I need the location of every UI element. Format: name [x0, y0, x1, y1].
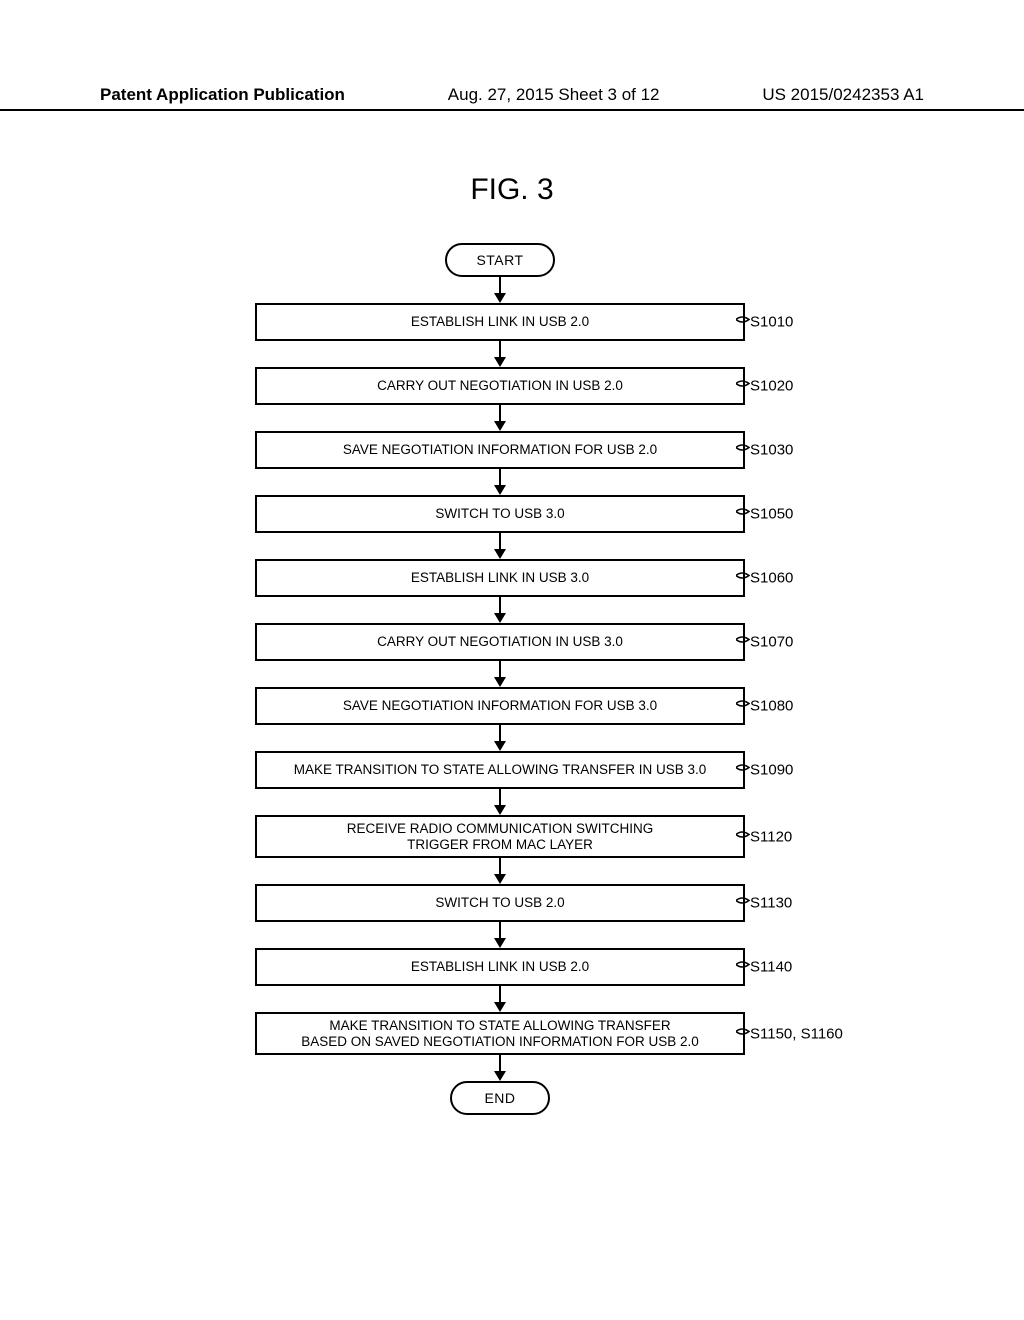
lead-line-icon	[736, 501, 750, 528]
terminal-start: START	[445, 243, 555, 277]
step-box: CARRY OUT NEGOTIATION IN USB 3.0	[255, 623, 745, 661]
arrow	[200, 341, 800, 367]
arrow	[200, 277, 800, 303]
step-box: SAVE NEGOTIATION INFORMATION FOR USB 2.0	[255, 431, 745, 469]
lead-line-icon	[736, 1020, 750, 1047]
step-label: S1020	[750, 378, 793, 395]
step-box: SWITCH TO USB 3.0	[255, 495, 745, 533]
step-box: MAKE TRANSITION TO STATE ALLOWING TRANSF…	[255, 1012, 745, 1055]
step-box: CARRY OUT NEGOTIATION IN USB 2.0	[255, 367, 745, 405]
step-box: ESTABLISH LINK IN USB 2.0	[255, 303, 745, 341]
arrow	[200, 1055, 800, 1081]
step-wrap: MAKE TRANSITION TO STATE ALLOWING TRANSF…	[200, 751, 800, 789]
step-label: S1050	[750, 506, 793, 523]
arrow	[200, 858, 800, 884]
step-wrap: ESTABLISH LINK IN USB 3.0 S1060	[200, 559, 800, 597]
step-wrap: SAVE NEGOTIATION INFORMATION FOR USB 2.0…	[200, 431, 800, 469]
lead-line-icon	[736, 693, 750, 720]
arrow	[200, 922, 800, 948]
step-box: SAVE NEGOTIATION INFORMATION FOR USB 3.0	[255, 687, 745, 725]
terminal-end: END	[450, 1081, 550, 1115]
step-label: S1130	[750, 895, 792, 912]
step-label: S1070	[750, 634, 793, 651]
lead-line-icon	[736, 954, 750, 981]
step-wrap: ESTABLISH LINK IN USB 2.0 S1140	[200, 948, 800, 986]
lead-line-icon	[736, 437, 750, 464]
arrow	[200, 789, 800, 815]
step-wrap: SWITCH TO USB 2.0 S1130	[200, 884, 800, 922]
step-box: ESTABLISH LINK IN USB 2.0	[255, 948, 745, 986]
step-box: MAKE TRANSITION TO STATE ALLOWING TRANSF…	[255, 751, 745, 789]
step-label: S1150, S1160	[750, 1025, 843, 1042]
step-wrap: MAKE TRANSITION TO STATE ALLOWING TRANSF…	[200, 1012, 800, 1055]
arrow	[200, 533, 800, 559]
step-label: S1120	[750, 828, 792, 845]
terminal-end-wrap: END	[200, 1081, 800, 1115]
page-header: Patent Application Publication Aug. 27, …	[0, 85, 1024, 111]
step-wrap: CARRY OUT NEGOTIATION IN USB 2.0 S1020	[200, 367, 800, 405]
step-label: S1060	[750, 570, 793, 587]
terminal-start-wrap: START	[200, 243, 800, 277]
lead-line-icon	[736, 757, 750, 784]
arrow	[200, 405, 800, 431]
lead-line-icon	[736, 373, 750, 400]
header-right: US 2015/0242353 A1	[762, 85, 924, 105]
arrow	[200, 469, 800, 495]
arrow	[200, 661, 800, 687]
step-label: S1140	[750, 959, 792, 976]
step-box: SWITCH TO USB 2.0	[255, 884, 745, 922]
step-wrap: SWITCH TO USB 3.0 S1050	[200, 495, 800, 533]
flowchart: START ESTABLISH LINK IN USB 2.0 S1010 CA…	[200, 243, 800, 1115]
lead-line-icon	[736, 309, 750, 336]
step-label: S1080	[750, 698, 793, 715]
arrow	[200, 725, 800, 751]
lead-line-icon	[736, 890, 750, 917]
lead-line-icon	[736, 629, 750, 656]
figure-title: FIG. 3	[0, 173, 1024, 207]
arrow	[200, 597, 800, 623]
header-center: Aug. 27, 2015 Sheet 3 of 12	[448, 85, 660, 105]
step-wrap: CARRY OUT NEGOTIATION IN USB 3.0 S1070	[200, 623, 800, 661]
step-wrap: RECEIVE RADIO COMMUNICATION SWITCHINGTRI…	[200, 815, 800, 858]
step-label: S1010	[750, 314, 793, 331]
step-label: S1030	[750, 442, 793, 459]
step-box: ESTABLISH LINK IN USB 3.0	[255, 559, 745, 597]
step-label: S1090	[750, 762, 793, 779]
header-left: Patent Application Publication	[100, 85, 345, 105]
arrow	[200, 986, 800, 1012]
step-box: RECEIVE RADIO COMMUNICATION SWITCHINGTRI…	[255, 815, 745, 858]
lead-line-icon	[736, 823, 750, 850]
lead-line-icon	[736, 565, 750, 592]
step-wrap: ESTABLISH LINK IN USB 2.0 S1010	[200, 303, 800, 341]
step-wrap: SAVE NEGOTIATION INFORMATION FOR USB 3.0…	[200, 687, 800, 725]
